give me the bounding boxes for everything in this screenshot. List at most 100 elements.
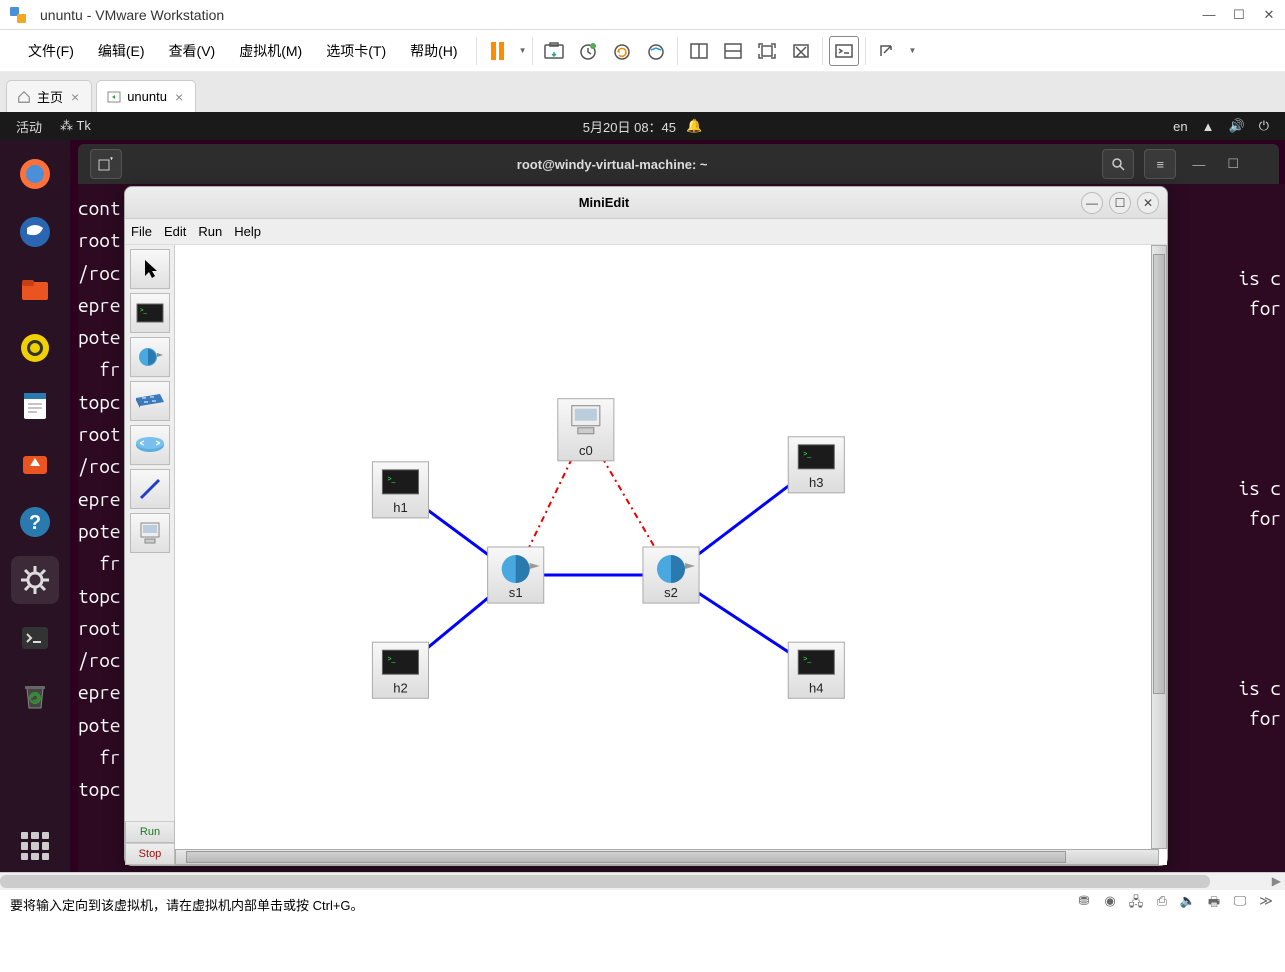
tab-vm[interactable]: ununtu ×: [96, 80, 196, 112]
dock-thunderbird-icon[interactable]: [11, 208, 59, 256]
pause-dropdown[interactable]: ▼: [519, 46, 527, 55]
menu-file[interactable]: 文件(F): [16, 35, 86, 67]
status-disk-icon[interactable]: ⛃: [1075, 893, 1093, 915]
snapshot-revert-icon[interactable]: [607, 36, 637, 66]
volume-icon[interactable]: 🔊: [1229, 118, 1245, 134]
pause-button[interactable]: [483, 36, 513, 66]
miniedit-minimize[interactable]: —: [1081, 192, 1103, 214]
status-net-icon[interactable]: 🖧: [1127, 893, 1145, 915]
miniedit-stop-button[interactable]: Stop: [125, 843, 175, 865]
terminal-menu-icon[interactable]: ≡: [1144, 149, 1176, 179]
ubuntu-topbar: 活动 ⁂ Tk 5月20日 08：45 🔔 en ▲ 🔊 ⏻: [0, 112, 1285, 140]
vm-tab-icon: [107, 90, 121, 104]
tool-host-icon[interactable]: >_: [130, 293, 170, 333]
status-more-icon[interactable]: ≫: [1257, 893, 1275, 915]
tab-home-label: 主页: [37, 87, 63, 106]
topology-node-c0[interactable]: c0: [558, 399, 614, 461]
view-single-icon[interactable]: [684, 36, 714, 66]
miniedit-run-button[interactable]: Run: [125, 821, 175, 843]
dock-files-icon[interactable]: [11, 266, 59, 314]
terminal-search-icon[interactable]: [1102, 149, 1134, 179]
tool-legacyswitch-icon[interactable]: [130, 381, 170, 421]
activities-button[interactable]: 活动: [16, 117, 42, 136]
topology-node-s1[interactable]: s1: [488, 547, 544, 603]
tool-link-icon[interactable]: [130, 469, 170, 509]
miniedit-maximize[interactable]: ☐: [1109, 192, 1131, 214]
tool-select-icon[interactable]: [130, 249, 170, 289]
topology-node-h1[interactable]: >_h1: [372, 462, 428, 518]
tool-switch-icon[interactable]: [130, 337, 170, 377]
menu-edit[interactable]: 编辑(E): [86, 35, 157, 67]
snapshot-take-icon[interactable]: [573, 36, 603, 66]
terminal-text-right: for: [1249, 502, 1281, 534]
stretch-icon[interactable]: [872, 36, 902, 66]
vmware-tabbar: 主页 × ununtu ×: [0, 72, 1285, 112]
console-icon[interactable]: [829, 36, 859, 66]
fullscreen-icon[interactable]: [752, 36, 782, 66]
snapshot-manager-icon[interactable]: [641, 36, 671, 66]
terminal-minimize[interactable]: —: [1186, 157, 1211, 172]
canvas-hscroll[interactable]: [175, 849, 1159, 865]
tab-home[interactable]: 主页 ×: [6, 80, 92, 112]
status-printer-icon[interactable]: 🖶: [1205, 893, 1223, 915]
status-display-icon[interactable]: 🖵: [1231, 893, 1249, 915]
unity-icon[interactable]: [786, 36, 816, 66]
dock-rhythmbox-icon[interactable]: [11, 324, 59, 372]
node-label: h4: [809, 680, 823, 695]
miniedit-canvas[interactable]: c0>_h1>_h2>_h3>_h4s1s2: [175, 245, 1167, 865]
miniedit-close[interactable]: ✕: [1137, 192, 1159, 214]
menu-view[interactable]: 查看(V): [157, 35, 228, 67]
canvas-vscroll[interactable]: [1151, 245, 1167, 849]
notification-icon[interactable]: 🔔: [686, 118, 702, 134]
datetime-label[interactable]: 5月20日 08：45: [583, 117, 676, 136]
lang-indicator[interactable]: en: [1173, 119, 1187, 134]
svg-text:>_: >_: [387, 476, 395, 483]
topology-node-h4[interactable]: >_ h4: [788, 642, 844, 698]
vm-viewport[interactable]: 活动 ⁂ Tk 5月20日 08：45 🔔 en ▲ 🔊 ⏻ ? root@wi…: [0, 112, 1285, 872]
minimize-button[interactable]: —: [1201, 7, 1217, 23]
dock-software-icon[interactable]: [11, 440, 59, 488]
tool-controller-icon[interactable]: [130, 513, 170, 553]
miniedit-titlebar[interactable]: MiniEdit — ☐ ✕: [125, 187, 1167, 219]
network-icon[interactable]: ▲: [1202, 119, 1215, 134]
svg-text:>_: >_: [803, 656, 811, 663]
topology-node-h3[interactable]: >_h3: [788, 437, 844, 493]
status-sound-icon[interactable]: 🔈: [1179, 893, 1197, 915]
terminal-text-right: for: [1249, 292, 1281, 324]
maximize-button[interactable]: ☐: [1231, 7, 1247, 23]
vmware-menubar: 文件(F) 编辑(E) 查看(V) 虚拟机(M) 选项卡(T) 帮助(H) ▼ …: [0, 30, 1285, 72]
tool-router-icon[interactable]: [130, 425, 170, 465]
dock-trash-icon[interactable]: [11, 672, 59, 720]
tab-home-close[interactable]: ×: [69, 89, 81, 105]
stretch-dropdown[interactable]: ▼: [908, 46, 916, 55]
miniedit-menu-edit[interactable]: Edit: [164, 224, 186, 239]
dock-settings-icon[interactable]: [11, 556, 59, 604]
menu-help[interactable]: 帮助(H): [398, 35, 469, 67]
status-usb-icon[interactable]: ⎙: [1153, 893, 1171, 915]
miniedit-menu-file[interactable]: File: [131, 224, 152, 239]
dock-apps-button[interactable]: [21, 832, 49, 860]
dock-firefox-icon[interactable]: [11, 150, 59, 198]
menu-tabs[interactable]: 选项卡(T): [314, 35, 398, 67]
outer-hscroll[interactable]: ▶: [0, 872, 1285, 890]
dock-help-icon[interactable]: ?: [11, 498, 59, 546]
view-split-icon[interactable]: [718, 36, 748, 66]
status-cd-icon[interactable]: ◉: [1101, 893, 1119, 915]
topology-node-s2[interactable]: s2: [643, 547, 699, 603]
miniedit-menu-help[interactable]: Help: [234, 224, 261, 239]
tk-indicator[interactable]: ⁂ Tk: [60, 118, 91, 134]
tab-vm-close[interactable]: ×: [173, 89, 185, 105]
dock-terminal-icon[interactable]: [11, 614, 59, 662]
svg-text:>_: >_: [140, 308, 148, 314]
power-icon[interactable]: ⏻: [1259, 118, 1269, 134]
node-label: c0: [579, 443, 593, 458]
miniedit-menu-run[interactable]: Run: [198, 224, 222, 239]
terminal-newtab-icon[interactable]: [90, 149, 122, 179]
terminal-maximize[interactable]: ☐: [1221, 156, 1245, 172]
svg-text:>_: >_: [803, 451, 811, 458]
close-button[interactable]: ✕: [1261, 7, 1277, 23]
snapshot-icon[interactable]: [539, 36, 569, 66]
topology-node-h2[interactable]: >_h2: [372, 642, 428, 698]
menu-vm[interactable]: 虚拟机(M): [227, 35, 314, 67]
dock-writer-icon[interactable]: [11, 382, 59, 430]
